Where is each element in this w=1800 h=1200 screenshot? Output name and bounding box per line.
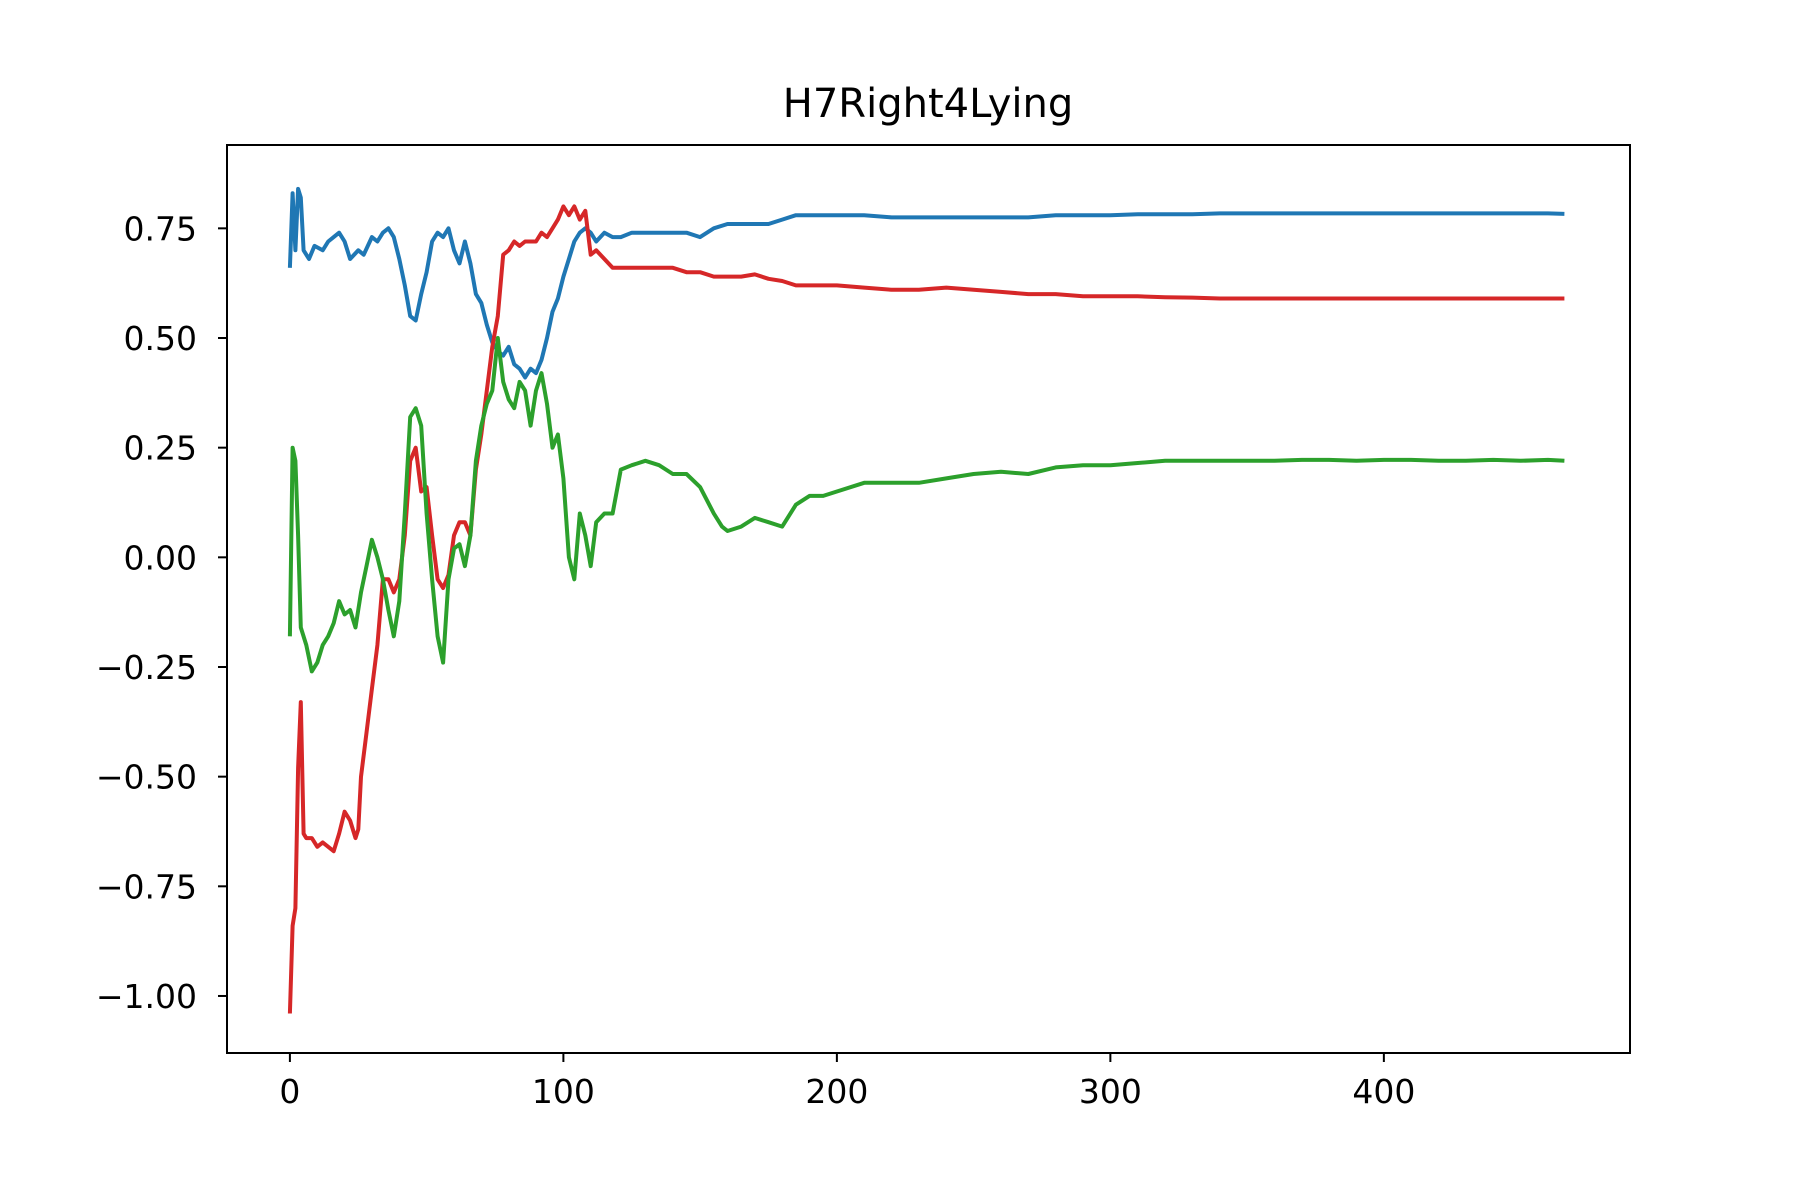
- series-line-3: [287, 336, 1565, 674]
- x-tick-label: 0: [279, 1072, 300, 1111]
- plot-frame: [226, 144, 1631, 1054]
- y-tick-label: 0.25: [124, 429, 197, 468]
- x-tick-label: 100: [532, 1072, 595, 1111]
- series-line-1: [287, 186, 1565, 380]
- series-line-2: [287, 204, 1565, 1014]
- y-tick-label: −1.00: [96, 977, 197, 1016]
- y-tick-label: −0.25: [96, 648, 197, 687]
- y-tick-label: −0.75: [96, 867, 197, 906]
- chart-title: H7Right4Lying: [783, 81, 1073, 127]
- x-tick-label: 200: [805, 1072, 868, 1111]
- x-tick-label: 400: [1352, 1072, 1415, 1111]
- y-tick-label: 0.75: [124, 209, 197, 248]
- y-axis: 0.75 0.50 0.25 0.00 −0.25 −0.50 −0.75 −1.00: [96, 209, 227, 1016]
- y-tick-label: 0.50: [124, 319, 197, 358]
- y-tick-label: 0.00: [124, 538, 197, 577]
- x-tick-label: 300: [1079, 1072, 1142, 1111]
- y-tick-label: −0.50: [96, 758, 197, 797]
- series-layer: [287, 186, 1565, 1014]
- x-axis: 0 100 200 300 400: [279, 1053, 1415, 1111]
